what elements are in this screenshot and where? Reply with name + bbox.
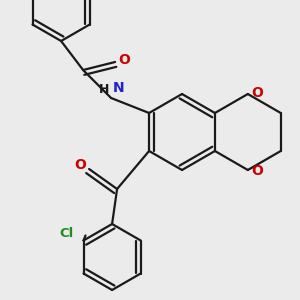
Text: O: O <box>74 158 86 172</box>
Text: O: O <box>251 86 263 100</box>
Text: N: N <box>113 81 125 95</box>
Text: H: H <box>99 83 109 96</box>
Text: O: O <box>118 53 130 67</box>
Text: O: O <box>251 164 263 178</box>
Text: Cl: Cl <box>59 227 74 240</box>
